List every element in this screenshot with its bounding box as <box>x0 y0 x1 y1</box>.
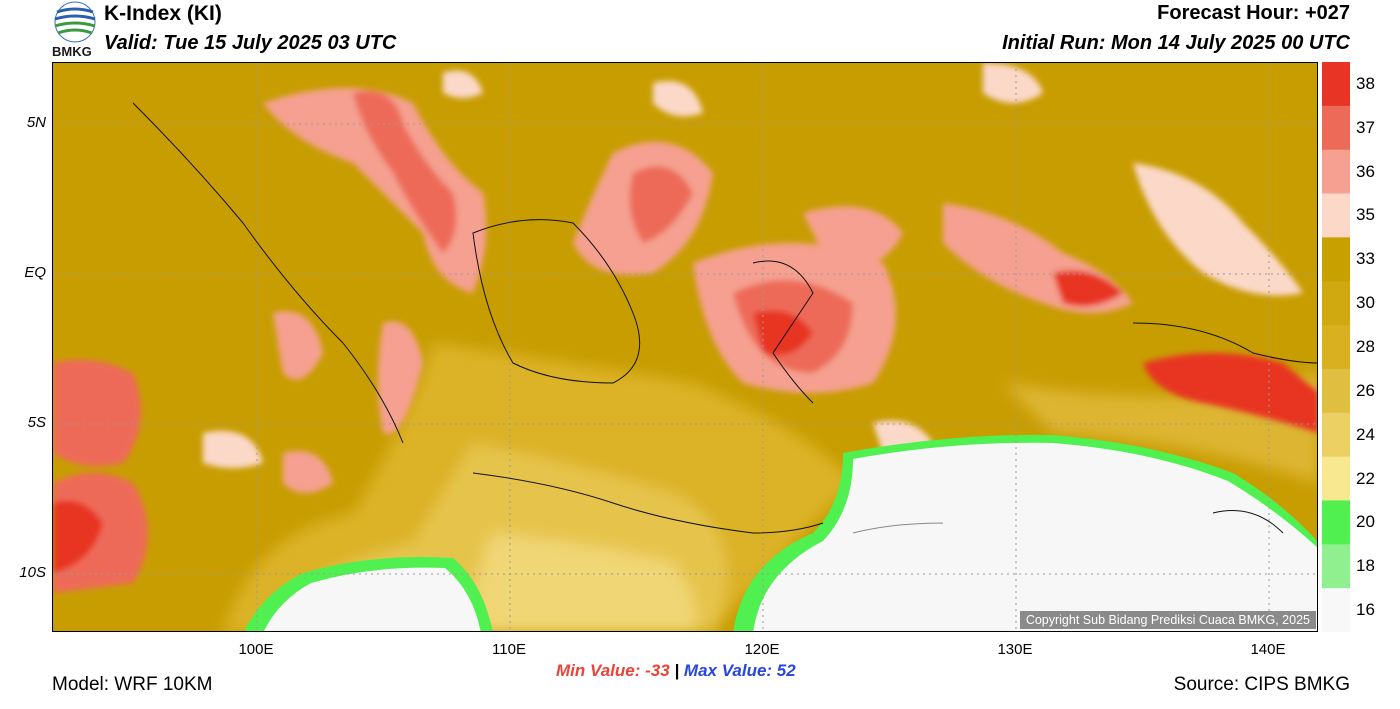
colorbar-label: 18 <box>1356 556 1375 576</box>
colorbar-label: 28 <box>1356 337 1375 356</box>
colorbar-swatch <box>1322 544 1350 589</box>
colorbar-swatch <box>1322 281 1350 326</box>
colorbar-label: 38 <box>1356 73 1375 93</box>
colorbar-label: 33 <box>1356 249 1375 269</box>
colorbar-label: 22 <box>1356 468 1375 488</box>
colorbar-swatch <box>1322 368 1350 414</box>
colorbar-label: 24 <box>1356 424 1375 444</box>
x-tick-110e: 110E <box>492 641 526 658</box>
y-tick-5n: 5N <box>26 114 46 131</box>
colorbar-swatch <box>1322 456 1350 501</box>
colorbar-swatch <box>1322 412 1350 458</box>
y-tick-5s: 5S <box>27 414 46 431</box>
x-tick-130e: 130E <box>997 641 1033 658</box>
colorbar-label: 20 <box>1356 512 1375 532</box>
colorbar-swatch <box>1322 62 1350 107</box>
model-info: Model: WRF 10KM <box>52 674 213 695</box>
colorbar-label: 37 <box>1356 117 1375 137</box>
logo-text: BMKG <box>52 44 92 59</box>
colorbar-label: 35 <box>1356 205 1375 225</box>
k-index-map[interactable] <box>52 62 1318 632</box>
source-info: Source: CIPS BMKG <box>1173 674 1350 695</box>
colorbar-swatch <box>1322 193 1350 238</box>
initial-run: Initial Run: Mon 14 July 2025 00 UTC <box>1002 32 1350 54</box>
y-tick-10s: 10S <box>19 564 46 581</box>
colorbar-label: 16 <box>1356 600 1375 620</box>
min-max-values: Min Value: -33 | Max Value: 52 <box>556 661 796 681</box>
colorbar-swatch <box>1322 105 1350 151</box>
colorbar-swatch <box>1322 149 1350 195</box>
colorbar-swatch <box>1322 237 1350 282</box>
max-value: Max Value: 52 <box>683 661 796 680</box>
forecast-hour: Forecast Hour: +027 <box>1157 2 1350 24</box>
x-tick-140e: 140E <box>1250 641 1286 658</box>
valid-time: Valid: Tue 15 July 2025 03 UTC <box>104 32 397 54</box>
colorbar <box>1322 62 1350 633</box>
min-value: Min Value: -33 <box>556 661 670 680</box>
colorbar-label: 36 <box>1356 161 1375 181</box>
colorbar-swatch <box>1322 588 1350 633</box>
copyright-notice: Copyright Sub Bidang Prediksi Cuaca BMKG… <box>1019 611 1316 629</box>
colorbar-swatch <box>1322 325 1350 370</box>
bmkg-globe-icon <box>54 1 96 43</box>
x-tick-100e: 100E <box>238 641 274 658</box>
bmkg-logo: BMKG <box>52 0 100 62</box>
chart-title: K-Index (KI) <box>104 2 222 25</box>
colorbar-label: 26 <box>1356 380 1375 400</box>
colorbar-label: 30 <box>1356 293 1375 313</box>
min-max-separator: | <box>674 661 680 680</box>
colorbar-swatch <box>1322 500 1350 545</box>
y-tick-eq: EQ <box>24 264 46 281</box>
x-tick-120e: 120E <box>744 641 780 658</box>
